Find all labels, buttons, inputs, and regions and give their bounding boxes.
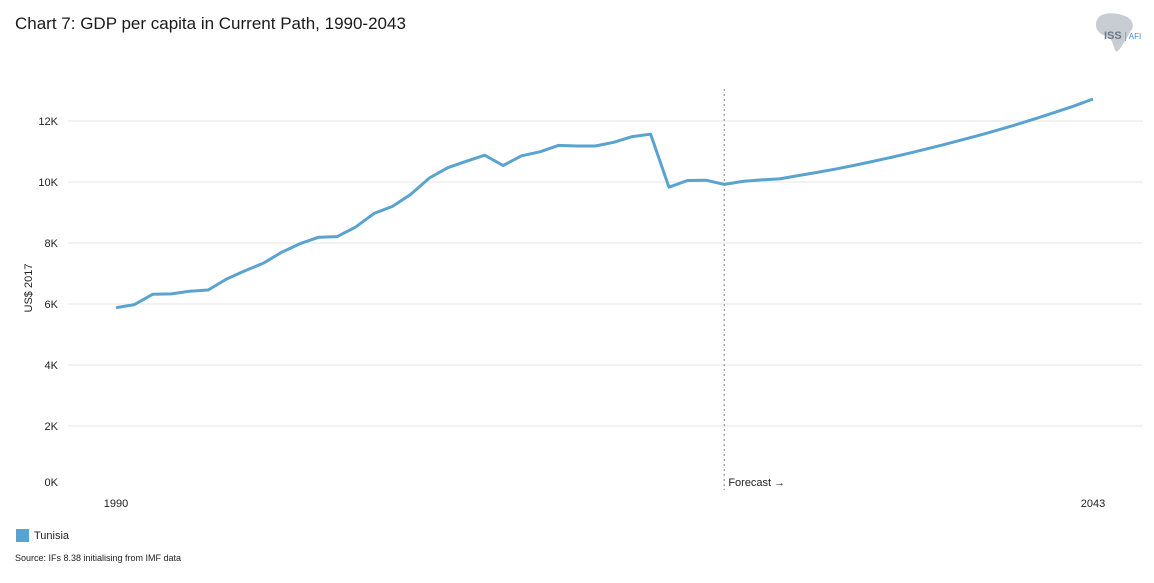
logo-sub: AFI (1124, 32, 1142, 41)
x-tick-label: 2043 (1081, 498, 1105, 510)
gridlines (68, 120, 1143, 427)
forecast-label: Forecast → (728, 477, 785, 489)
y-tick-label: 4K (45, 360, 59, 372)
logo-main: ISS (1104, 30, 1122, 42)
legend-swatch-tunisia (16, 529, 29, 542)
y-tick-label: 2K (45, 421, 59, 433)
source-note: Source: IFs 8.38 initialising from IMF d… (15, 553, 182, 563)
series-line-tunisia (115, 97, 1094, 310)
y-tick-label: 12K (38, 116, 58, 128)
y-axis-ticks: 0K 2K 4K 6K 8K 10K 12K (38, 116, 58, 489)
legend-label-tunisia: Tunisia (34, 529, 70, 542)
y-tick-label: 6K (45, 299, 59, 311)
y-tick-label: 10K (38, 177, 58, 189)
x-tick-label: 1990 (104, 498, 128, 510)
africa-map-icon (1095, 13, 1133, 52)
y-tick-label: 0K (45, 477, 59, 489)
y-axis-label: US$ 2017 (23, 264, 35, 313)
legend: Tunisia (16, 529, 69, 542)
y-tick-label: 8K (45, 238, 59, 250)
chart-title: Chart 7: GDP per capita in Current Path,… (15, 14, 406, 33)
logo-text: ISS AFI (1104, 30, 1142, 42)
x-axis-ticks: 1990 2043 (104, 498, 1105, 510)
